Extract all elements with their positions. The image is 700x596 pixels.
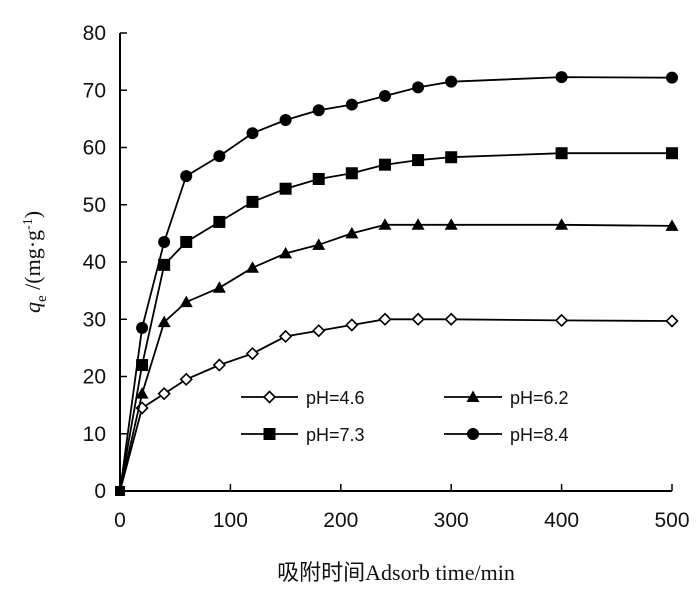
y-tick-label: 40: [83, 251, 106, 274]
series-line: [119, 152, 672, 492]
data-point: [555, 71, 568, 84]
data-point: [245, 346, 260, 361]
x-tick-label: 500: [654, 509, 689, 532]
y-tick-label: 50: [83, 194, 106, 217]
data-point: [665, 219, 679, 231]
y-axis-subscript: e: [34, 295, 50, 302]
data-point: [246, 195, 259, 208]
data-point: [411, 218, 425, 230]
data-point: [279, 246, 293, 259]
data-point: [555, 147, 568, 160]
y-axis-unit-close: ): [20, 211, 45, 218]
data-point: [312, 172, 325, 185]
data-point: [136, 359, 149, 372]
x-tick-label: 400: [544, 509, 579, 532]
data-point: [245, 261, 259, 273]
y-tick-label: 20: [83, 366, 106, 389]
x-tick-label: 300: [434, 509, 469, 532]
legend-label-ph-7-3: pH=7.3: [306, 425, 365, 445]
legend-marker: [467, 428, 479, 440]
data-point: [412, 154, 425, 167]
data-point: [411, 312, 425, 326]
data-point: [158, 235, 171, 248]
data-point: [157, 315, 171, 328]
data-point: [444, 218, 458, 230]
data-point: [279, 182, 292, 195]
y-axis-symbol: q: [20, 302, 45, 313]
legend-label-ph-6-2: pH=6.2: [510, 388, 569, 408]
legend-marker: [263, 428, 276, 440]
legend: pH=4.6 pH=6.2 pH=7.3 pH=8.4: [241, 388, 569, 445]
data-series: [115, 71, 679, 496]
legend-marker: [466, 390, 480, 402]
y-tick-label: 10: [83, 423, 106, 446]
y-axis-title: qe /(mg·g-1): [20, 211, 50, 313]
data-point: [212, 281, 226, 293]
data-point: [445, 75, 458, 88]
legend-marker: [262, 390, 277, 404]
series-ph-4-6: [115, 312, 679, 496]
y-axis-unit: /(mg·g: [20, 230, 45, 295]
data-point: [246, 127, 259, 140]
y-axis-unit-superscript: -1: [21, 218, 36, 230]
data-point: [445, 151, 458, 164]
data-point: [158, 258, 171, 271]
data-point: [555, 218, 569, 230]
data-point: [312, 238, 326, 250]
x-tick-label: 200: [323, 509, 358, 532]
data-point: [312, 324, 326, 338]
legend-label-ph-4-6: pH=4.6: [306, 388, 365, 408]
data-point: [378, 89, 391, 102]
data-point: [412, 81, 425, 94]
series-ph-6-2: [115, 218, 679, 496]
data-point: [179, 372, 193, 386]
data-point: [312, 104, 325, 117]
y-tick-label: 30: [83, 308, 106, 331]
data-point: [212, 358, 226, 372]
data-point: [378, 312, 392, 326]
x-tick-label: 100: [213, 509, 248, 532]
data-point: [345, 167, 358, 180]
data-point: [378, 218, 392, 230]
data-point: [665, 314, 679, 328]
data-point: [213, 150, 226, 163]
data-point: [136, 321, 149, 334]
series-line: [119, 76, 673, 492]
y-tick-label: 0: [94, 480, 106, 503]
data-point: [180, 235, 193, 248]
data-point: [278, 329, 293, 344]
series-line: [119, 223, 673, 492]
series-line: [119, 318, 673, 492]
data-point: [345, 98, 358, 111]
data-point: [213, 215, 226, 228]
data-point: [378, 158, 391, 171]
series-ph-8-4: [115, 71, 678, 496]
data-point: [666, 71, 678, 84]
y-tick-label: 60: [83, 137, 106, 160]
data-point: [180, 170, 193, 183]
data-point: [345, 226, 359, 239]
y-tick-label: 70: [83, 79, 106, 102]
data-point: [554, 313, 569, 328]
data-point: [666, 147, 678, 160]
data-point: [345, 318, 359, 332]
x-tick-label: 0: [114, 509, 126, 532]
legend-label-ph-8-4: pH=8.4: [510, 425, 569, 445]
data-point: [279, 114, 292, 127]
x-axis-title: 吸附时间Adsorb time/min: [277, 560, 515, 585]
axes: [119, 33, 672, 492]
data-point: [135, 387, 149, 399]
data-point: [179, 295, 193, 308]
y-tick-label: 80: [83, 22, 106, 45]
data-point: [157, 387, 171, 401]
data-point: [444, 312, 458, 326]
series-ph-7-3: [115, 147, 678, 496]
